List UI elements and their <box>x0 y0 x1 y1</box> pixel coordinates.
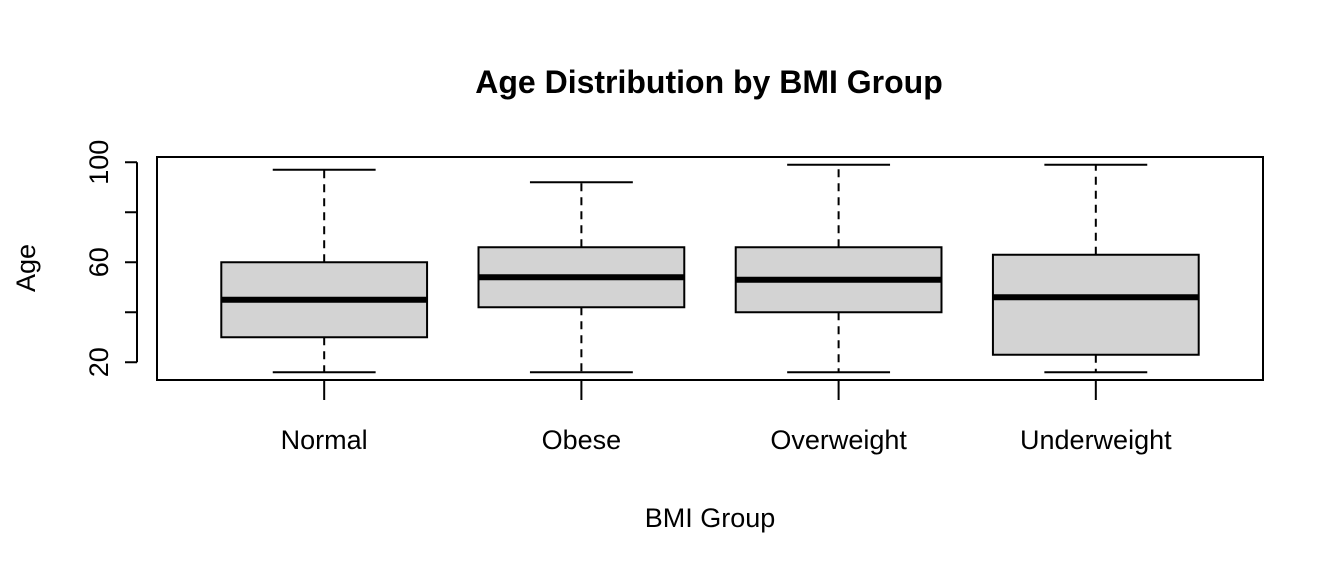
x-tick-label: Normal <box>281 425 368 455</box>
y-tick-label: 100 <box>84 140 114 185</box>
x-tick-label: Underweight <box>1020 425 1172 455</box>
x-tick-label: Obese <box>542 425 622 455</box>
plot-frame <box>156 156 1264 381</box>
plot-marks: 20 60 100 Normal Obese Overweight Underweight <box>84 140 1200 455</box>
chart-title: Age Distribution by BMI Group <box>475 64 943 100</box>
x-axis-label: BMI Group <box>645 503 776 533</box>
y-tick-label: 60 <box>84 247 114 277</box>
y-axis-label: Age <box>11 244 41 292</box>
x-tick-label: Overweight <box>770 425 907 455</box>
box-iqr <box>991 253 1200 356</box>
y-tick-label: 20 <box>84 347 114 377</box>
